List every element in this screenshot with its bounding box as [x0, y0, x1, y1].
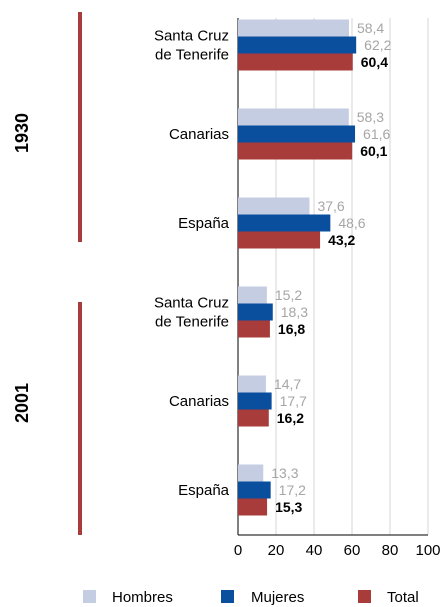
legend-swatch-mujeres: [221, 590, 234, 603]
bar-mujeres: [238, 125, 356, 143]
bar-total: [238, 409, 269, 427]
bar-mujeres: [238, 481, 271, 499]
legend-label-hombres: Hombres: [112, 589, 173, 606]
data-label: 48,6: [338, 215, 365, 231]
data-label: 58,3: [357, 109, 384, 125]
x-tick-label: 20: [268, 542, 285, 559]
group-label: 1930: [12, 113, 32, 153]
legend-label-mujeres: Mujeres: [251, 589, 304, 606]
bar-total: [238, 320, 270, 338]
bar-mujeres: [238, 36, 357, 54]
legend-label-total: Total: [387, 589, 419, 606]
bar-hombres: [238, 197, 310, 215]
category-label: España: [178, 215, 230, 232]
data-label: 13,3: [271, 465, 298, 481]
bar-hombres: [238, 464, 264, 482]
x-tick-label: 100: [415, 542, 440, 559]
bar-total: [238, 231, 321, 249]
legend-swatch-hombres: [83, 590, 96, 603]
x-tick-label: 60: [344, 542, 361, 559]
data-label: 61,6: [363, 126, 390, 142]
data-label: 37,6: [317, 198, 344, 214]
data-label: 16,2: [277, 410, 304, 426]
bar-mujeres: [238, 392, 272, 410]
bar-mujeres: [238, 303, 273, 321]
category-label: España: [178, 482, 230, 499]
data-label: 17,7: [280, 393, 307, 409]
data-label: 15,2: [275, 287, 302, 303]
data-label: 15,3: [275, 499, 302, 515]
bar-total: [238, 53, 353, 71]
data-label: 58,4: [357, 20, 384, 36]
bar-hombres: [238, 375, 266, 393]
bar-total: [238, 498, 268, 516]
group-label: 2001: [12, 383, 32, 423]
x-tick-label: 80: [382, 542, 399, 559]
legend-swatch-total: [358, 590, 371, 603]
bar-mujeres: [238, 214, 331, 232]
data-label: 43,2: [328, 232, 355, 248]
category-label: Santa Cruz de Tenerife: [154, 295, 229, 331]
x-tick-label: 40: [306, 542, 323, 559]
category-label: Santa Cruz de Tenerife: [154, 28, 229, 64]
category-label: Canarias: [169, 393, 229, 410]
data-label: 18,3: [281, 304, 308, 320]
bar-total: [238, 142, 353, 160]
category-label: Canarias: [169, 126, 229, 143]
data-label: 60,1: [360, 143, 387, 159]
data-label: 14,7: [274, 376, 301, 392]
data-label: 17,2: [279, 482, 306, 498]
data-label: 60,4: [361, 54, 388, 70]
data-label: 16,8: [278, 321, 305, 337]
data-label: 62,2: [364, 37, 391, 53]
x-tick-label: 0: [234, 542, 242, 559]
bar-hombres: [238, 108, 349, 126]
bar-hombres: [238, 19, 349, 37]
bar-hombres: [238, 286, 267, 304]
